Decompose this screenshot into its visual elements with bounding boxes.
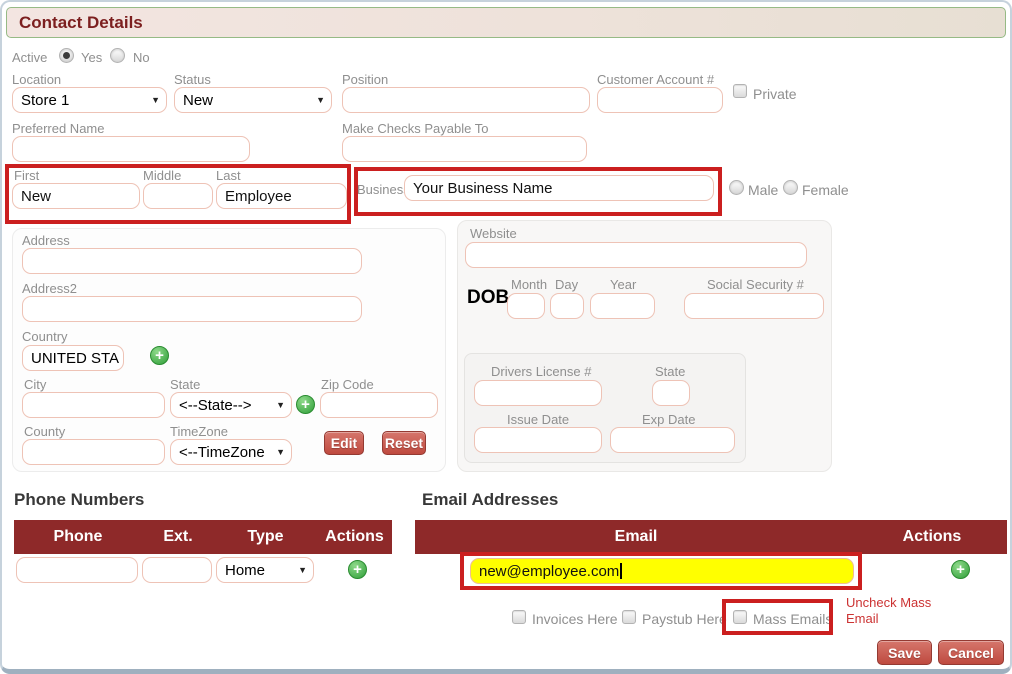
location-label: Location (12, 72, 62, 87)
city-label: City (24, 377, 47, 392)
position-label: Position (342, 72, 389, 87)
location-select[interactable]: Store 1 (12, 87, 167, 113)
dob-label: DOB (467, 287, 510, 308)
email-table-header: Email Actions (415, 520, 1007, 554)
state-label: State (170, 377, 201, 392)
window-header: Contact Details (6, 7, 1006, 38)
dob-month-label: Month (511, 277, 548, 292)
middle-name-label: Middle (143, 168, 182, 183)
timezone-label: TimeZone (170, 424, 229, 439)
business-input[interactable] (404, 175, 714, 201)
city-input[interactable] (22, 392, 165, 418)
address2-label: Address2 (22, 281, 77, 296)
license-number-label: Drivers License # (491, 364, 592, 379)
female-label: Female (802, 182, 849, 198)
website-input[interactable] (465, 242, 807, 268)
preferred-name-label: Preferred Name (12, 121, 105, 136)
invoices-here-label: Invoices Here (532, 611, 618, 627)
email-addresses-heading: Email Addresses (422, 490, 559, 509)
edit-button[interactable]: Edit (324, 431, 364, 455)
address-label: Address (22, 233, 70, 248)
male-radio[interactable] (729, 180, 744, 195)
email-col-header: Email (614, 528, 658, 545)
email-input[interactable]: new@employee.com (470, 558, 854, 584)
save-button[interactable]: Save (877, 640, 932, 665)
customer-account-input[interactable] (597, 87, 723, 113)
add-state-button[interactable] (296, 395, 315, 414)
phone-col-header: Phone (53, 528, 103, 545)
license-state-input[interactable] (652, 380, 690, 406)
phone-table-header: Phone Ext. Type Actions (14, 520, 392, 554)
license-state-label: State (655, 364, 686, 379)
county-input[interactable] (22, 439, 165, 465)
add-phone-button[interactable] (348, 560, 367, 579)
state-select[interactable]: <--State--> (170, 392, 292, 418)
last-name-input[interactable] (216, 183, 347, 209)
zip-label: Zip Code (321, 377, 374, 392)
ext-input[interactable] (142, 557, 212, 583)
make-checks-label: Make Checks Payable To (342, 121, 489, 136)
add-country-button[interactable] (150, 346, 169, 365)
customer-account-label: Customer Account # (597, 72, 715, 87)
text-caret (620, 563, 623, 579)
invoices-here-checkbox[interactable] (512, 610, 526, 624)
issue-date-input[interactable] (474, 427, 602, 453)
last-name-label: Last (216, 168, 241, 183)
make-checks-input[interactable] (342, 136, 587, 162)
paystub-here-label: Paystub Here (642, 611, 727, 627)
dob-month-input[interactable] (507, 293, 545, 319)
issue-date-label: Issue Date (507, 412, 570, 427)
ssn-input[interactable] (684, 293, 824, 319)
male-label: Male (748, 182, 779, 198)
phone-input[interactable] (16, 557, 138, 583)
mass-emails-label: Mass Emails (753, 611, 833, 627)
exp-date-label: Exp Date (642, 412, 696, 427)
exp-date-input[interactable] (610, 427, 735, 453)
phone-numbers-heading: Phone Numbers (14, 490, 145, 509)
first-name-input[interactable] (12, 183, 140, 209)
ext-col-header: Ext. (163, 528, 193, 545)
preferred-name-input[interactable] (12, 136, 250, 162)
add-email-button[interactable] (951, 560, 970, 579)
dob-day-input[interactable] (550, 293, 584, 319)
cancel-button[interactable]: Cancel (938, 640, 1004, 665)
middle-name-input[interactable] (143, 183, 213, 209)
zip-input[interactable] (320, 392, 438, 418)
type-col-header: Type (247, 528, 284, 545)
timezone-select[interactable]: <--TimeZone (170, 439, 292, 465)
address2-input[interactable] (22, 296, 362, 322)
status-label: Status (174, 72, 211, 87)
address-input[interactable] (22, 248, 362, 274)
country-select[interactable]: UNITED STA (22, 345, 124, 371)
mass-emails-checkbox[interactable] (733, 610, 747, 624)
phone-type-select[interactable]: Home (216, 557, 314, 583)
county-label: County (24, 424, 66, 439)
active-yes-label: Yes (81, 50, 103, 65)
paystub-here-checkbox[interactable] (622, 610, 636, 624)
active-no-label: No (133, 50, 150, 65)
page-title: Contact Details (19, 12, 143, 32)
reset-button[interactable]: Reset (382, 431, 426, 455)
dob-day-label: Day (555, 277, 579, 292)
license-number-input[interactable] (474, 380, 602, 406)
private-label: Private (753, 86, 797, 102)
private-checkbox[interactable] (733, 84, 747, 98)
email-actions-col-header: Actions (902, 528, 962, 545)
website-label: Website (470, 226, 517, 241)
business-label: Business (357, 182, 410, 197)
dob-year-label: Year (610, 277, 637, 292)
country-label: Country (22, 329, 68, 344)
phone-actions-col-header: Actions (325, 528, 384, 545)
ssn-label: Social Security # (707, 277, 804, 292)
active-no-radio[interactable] (110, 48, 125, 63)
dob-year-input[interactable] (590, 293, 655, 319)
active-label: Active (12, 50, 48, 65)
status-select[interactable]: New (174, 87, 332, 113)
female-radio[interactable] (783, 180, 798, 195)
position-input[interactable] (342, 87, 590, 113)
uncheck-mass-email-note: Uncheck Mass Email (846, 595, 932, 626)
first-name-label: First (14, 168, 40, 183)
active-yes-radio[interactable] (59, 48, 74, 63)
